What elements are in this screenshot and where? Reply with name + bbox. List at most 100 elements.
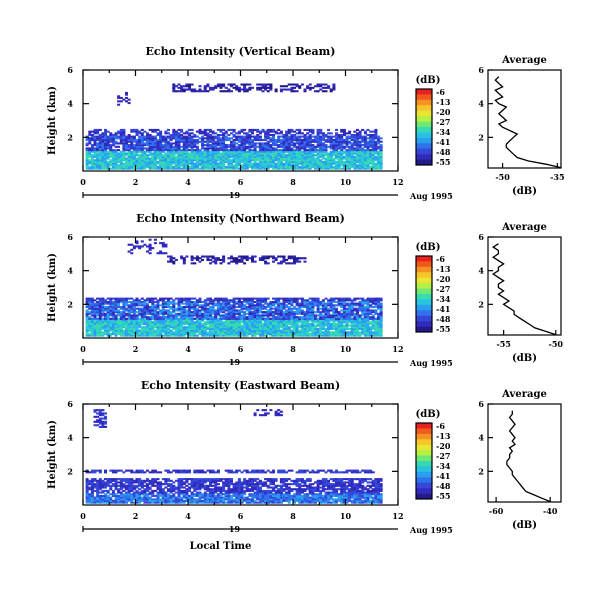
echo-cell	[127, 321, 131, 324]
echo-cell	[356, 322, 360, 325]
echo-cell	[316, 334, 320, 337]
echo-cell	[377, 332, 381, 335]
echo-cell	[130, 157, 134, 160]
echo-cell	[321, 299, 325, 302]
echo-cell	[111, 307, 115, 310]
echo-cell	[167, 321, 171, 324]
echo-cell	[185, 302, 189, 305]
echo-cell	[329, 160, 333, 163]
echo-cell	[104, 312, 108, 315]
echo-cell	[190, 304, 194, 307]
echo-cell	[201, 322, 205, 325]
echo-cell	[366, 316, 370, 319]
echo-cell	[293, 155, 297, 158]
echo-cell	[209, 140, 213, 143]
echo-cell	[127, 140, 131, 143]
echo-cell	[190, 167, 194, 170]
echo-cell	[98, 317, 102, 320]
echo-cell	[319, 327, 323, 330]
echo-cell	[201, 306, 205, 309]
echo-cell	[264, 301, 268, 304]
echo-cell	[319, 160, 323, 163]
echo-cell	[251, 86, 255, 89]
echo-cell	[164, 165, 168, 168]
echo-cell	[274, 332, 278, 335]
echo-cell	[224, 329, 228, 332]
echo-cell	[253, 154, 257, 157]
echo-cell	[96, 312, 100, 315]
echo-cell	[253, 160, 257, 163]
echo-cell	[277, 301, 281, 304]
echo-cell	[272, 149, 276, 152]
echo-cell	[177, 147, 181, 150]
echo-cell	[316, 155, 320, 158]
echo-cell	[335, 162, 339, 165]
echo-cell	[285, 297, 289, 300]
echo-cell	[293, 297, 297, 300]
echo-cell	[319, 317, 323, 320]
echo-cell	[119, 128, 123, 131]
echo-cell	[85, 152, 89, 155]
echo-cell	[285, 135, 289, 138]
echo-cell	[219, 139, 223, 142]
echo-cell	[379, 297, 383, 300]
echo-cell	[143, 322, 147, 325]
echo-cell	[321, 327, 325, 330]
echo-cell	[201, 331, 205, 334]
echo-cell	[122, 314, 126, 317]
echo-cell	[122, 316, 126, 319]
echo-cell	[298, 137, 302, 140]
echo-cell	[337, 334, 341, 337]
echo-cell	[224, 316, 228, 319]
echo-cell	[182, 319, 186, 322]
echo-cell	[119, 152, 123, 155]
colorbar-swatch	[416, 116, 432, 122]
echo-cell	[227, 152, 231, 155]
echo-cell	[193, 302, 197, 305]
echo-cell	[272, 157, 276, 160]
echo-cell	[151, 144, 155, 147]
echo-cell	[245, 316, 249, 319]
echo-cell	[324, 135, 328, 138]
echo-cell	[253, 152, 257, 155]
echo-cell	[337, 167, 341, 170]
echo-cell	[340, 304, 344, 307]
echo-cell	[329, 137, 333, 140]
echo-cell	[369, 130, 373, 133]
echo-cell	[379, 160, 383, 163]
echo-cell	[203, 327, 207, 330]
echo-cell	[324, 154, 328, 157]
echo-cell	[127, 135, 131, 138]
echo-cell	[272, 311, 276, 314]
echo-cell	[251, 332, 255, 335]
echo-cell	[132, 162, 136, 165]
echo-cell	[348, 334, 352, 337]
echo-cell	[332, 297, 336, 300]
echo-cell	[206, 309, 210, 312]
echo-cell	[161, 147, 165, 150]
heatmap	[85, 83, 383, 170]
echo-cell	[332, 327, 336, 330]
echo-cell	[138, 135, 142, 138]
echo-cell	[248, 306, 252, 309]
echo-cell	[308, 307, 312, 310]
echo-cell	[185, 145, 189, 148]
echo-cell	[319, 322, 323, 325]
echo-cell	[329, 157, 333, 160]
echo-cell	[356, 321, 360, 324]
echo-cell	[143, 147, 147, 150]
echo-cell	[188, 309, 192, 312]
echo-cell	[269, 331, 273, 334]
echo-cell	[266, 311, 270, 314]
echo-cell	[130, 301, 134, 304]
echo-cell	[104, 152, 108, 155]
echo-cell	[180, 134, 184, 137]
echo-cell	[258, 329, 262, 332]
echo-cell	[114, 326, 118, 329]
echo-cell	[324, 307, 328, 310]
echo-cell	[119, 334, 123, 337]
echo-cell	[327, 159, 331, 162]
echo-cell	[340, 152, 344, 155]
echo-cell	[279, 90, 283, 93]
echo-cell	[248, 319, 252, 322]
